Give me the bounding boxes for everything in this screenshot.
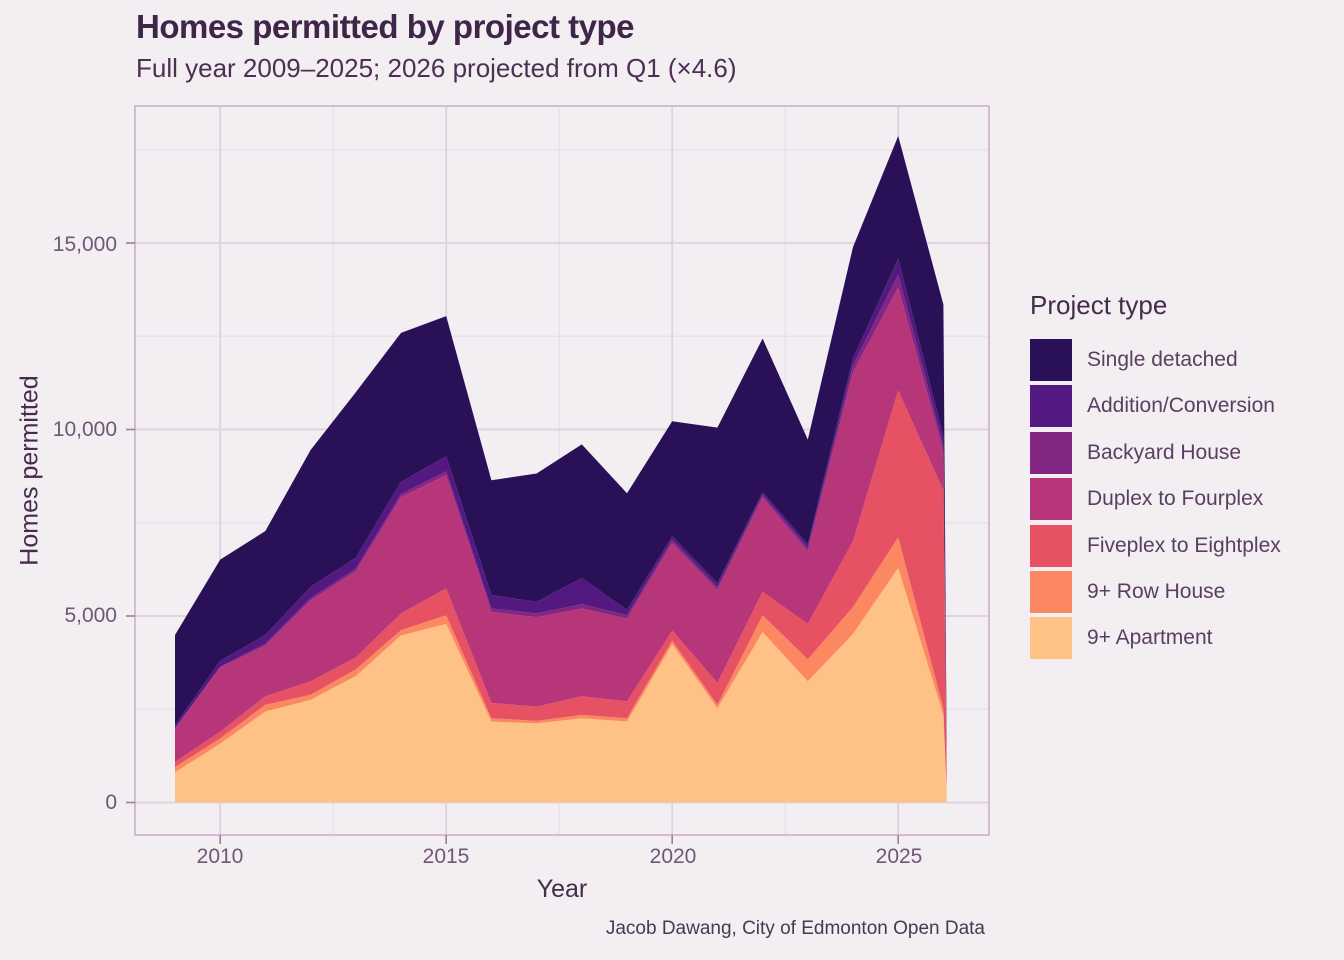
legend-swatch-9-apartment — [1030, 617, 1072, 660]
legend: Project type Single detached Addition/Co… — [1030, 290, 1330, 664]
y-tick-label: 15,000 — [52, 233, 117, 256]
legend-item: 9+ Apartment — [1030, 617, 1330, 660]
y-tick-label: 5,000 — [64, 604, 117, 627]
y-axis-title: Homes permitted — [15, 375, 44, 566]
legend-swatch-addition-conversion — [1030, 385, 1072, 428]
legend-item-label: Duplex to Fourplex — [1087, 487, 1264, 511]
area-duplex-to-fourplex — [175, 287, 947, 772]
legend-item: Single detached — [1030, 339, 1330, 381]
area-fiveplex-to-eightplex — [175, 390, 947, 789]
chart-subtitle: Full year 2009–2025; 2026 projected from… — [136, 53, 737, 83]
legend-item-label: Fiveplex to Eightplex — [1087, 533, 1281, 557]
legend-item-label: Single detached — [1087, 348, 1238, 371]
legend-item: Backyard House — [1030, 431, 1330, 474]
legend-swatch-duplex-to-fourplex — [1030, 478, 1072, 521]
legend-item: Fiveplex to Eightplex — [1030, 524, 1330, 567]
legend-item-label: 9+ Apartment — [1087, 626, 1213, 650]
legend-swatch-backyard-house — [1030, 431, 1072, 474]
x-tick-label: 2010 — [196, 845, 244, 868]
legend-item: 9+ Row House — [1030, 570, 1330, 613]
y-tick-label: 10,000 — [52, 418, 117, 441]
x-tick-label: 2015 — [422, 845, 470, 868]
legend-item: Addition/Conversion — [1030, 385, 1330, 428]
caption: Jacob Dawang, City of Edmonton Open Data — [605, 918, 985, 939]
panel-border — [134, 105, 990, 836]
legend-item-label: Backyard House — [1087, 440, 1242, 464]
area-9-row-house — [175, 537, 947, 790]
area-single-detached — [175, 135, 947, 755]
legend-item: Duplex to Fourplex — [1030, 478, 1330, 521]
chart-title: Homes permitted by project type — [136, 8, 634, 45]
legend-swatch-single-detached — [1030, 339, 1072, 381]
legend-title: Project type — [1030, 290, 1168, 320]
legend-swatch-9-row-house — [1030, 570, 1072, 613]
x-axis-title: Year — [536, 875, 588, 903]
area-9-apartment — [175, 567, 947, 803]
legend-swatch-fiveplex-to-eightplex — [1030, 524, 1072, 567]
legend-item-label: 9+ Row House — [1087, 579, 1226, 603]
x-tick-label: 2020 — [649, 845, 697, 868]
y-tick-label: 0 — [105, 791, 117, 814]
legend-item-label: Addition/Conversion — [1087, 394, 1275, 418]
x-tick-label: 2025 — [875, 845, 923, 868]
